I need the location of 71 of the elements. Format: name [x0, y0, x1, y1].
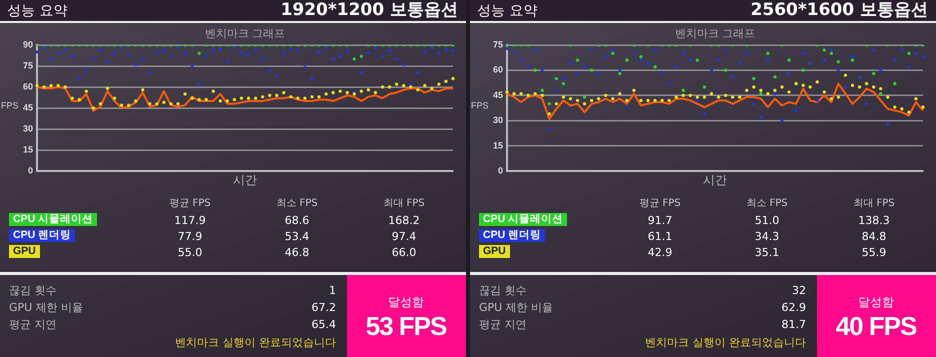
text: 달성함: [858, 295, 894, 309]
text: 32: [792, 284, 806, 297]
text: 84.8: [862, 230, 886, 243]
text: 46.8: [284, 246, 310, 259]
text: 168.2: [388, 214, 420, 227]
text: 40 FPS: [836, 311, 916, 341]
y-tick-label: 0: [498, 165, 503, 176]
text: 51.0: [754, 214, 780, 227]
x-axis-title: 시간: [703, 173, 727, 188]
text: CPU 렌더링: [479, 229, 546, 242]
y-tick-label: 15: [22, 144, 33, 154]
text: 62.9: [782, 301, 806, 314]
text: 138.3: [858, 214, 890, 227]
text: 61.1: [648, 230, 672, 243]
text: 53 FPS: [366, 311, 446, 341]
text: 끊김 횟수: [9, 284, 56, 297]
text: CPU 시뮬레이션: [479, 213, 568, 226]
y-axis-title: FPS: [471, 100, 489, 110]
y-tick-label: 45: [492, 90, 503, 100]
y-axis-title: FPS: [1, 100, 19, 110]
text: 성능 요약: [7, 3, 68, 19]
text: 35.1: [754, 246, 780, 259]
text: 평균 FPS: [639, 198, 681, 209]
text: 97.4: [392, 230, 416, 243]
text: 성능 요약: [477, 3, 538, 19]
text: 67.2: [312, 301, 336, 314]
x-axis-title: 시간: [233, 173, 257, 188]
text: 벤치마크 실행이 완료되었습니다: [645, 336, 806, 349]
text: 65.4: [312, 318, 336, 331]
text: 2560*1600 보통옵션: [750, 0, 928, 20]
text: 42.9: [648, 246, 672, 259]
text: 벤치마크 실행이 완료되었습니다: [175, 336, 336, 349]
text: 평균 지연: [479, 318, 526, 331]
y-tick-label: 15: [492, 140, 503, 150]
text: 68.6: [284, 214, 310, 227]
chart-title: 벤치마크 그래프: [674, 26, 756, 40]
y-tick-label: 75: [22, 60, 33, 70]
text: 55.0: [178, 246, 202, 259]
text: CPU 렌더링: [9, 229, 76, 242]
text: 81.7: [782, 318, 806, 331]
text: 91.7: [648, 214, 672, 227]
text: 평균 지연: [9, 318, 56, 331]
text: 77.9: [178, 230, 202, 243]
y-tick-label: 0: [28, 165, 33, 176]
text: 최소 FPS: [276, 198, 318, 209]
text: 평균 FPS: [169, 198, 211, 209]
y-tick-label: 45: [22, 102, 33, 112]
text: 최소 FPS: [746, 198, 788, 209]
text: 최대 FPS: [853, 198, 895, 209]
text: CPU 시뮬레이션: [9, 213, 98, 226]
chart-title: 벤치마크 그래프: [204, 26, 286, 40]
text: 66.0: [392, 246, 416, 259]
text: GPU: [9, 245, 40, 258]
text: 달성함: [388, 295, 424, 309]
text: 53.4: [284, 230, 310, 243]
y-tick-label: 60: [492, 64, 503, 75]
y-tick-label: 75: [492, 39, 503, 50]
text: GPU 제한 비율: [9, 301, 84, 314]
text: 최대 FPS: [383, 198, 425, 209]
y-tick-label: 90: [22, 39, 33, 50]
text: 1: [329, 284, 336, 297]
text: GPU 제한 비율: [479, 301, 554, 314]
text: 34.3: [754, 230, 780, 243]
text: 117.9: [174, 214, 206, 227]
text: 1920*1200 보통옵션: [280, 0, 458, 20]
text: 55.9: [862, 246, 886, 259]
text: 끊김 횟수: [479, 284, 526, 297]
y-tick-label: 30: [492, 115, 503, 126]
y-tick-label: 30: [22, 123, 33, 134]
y-tick-label: 60: [22, 81, 33, 92]
text: GPU: [479, 245, 510, 258]
